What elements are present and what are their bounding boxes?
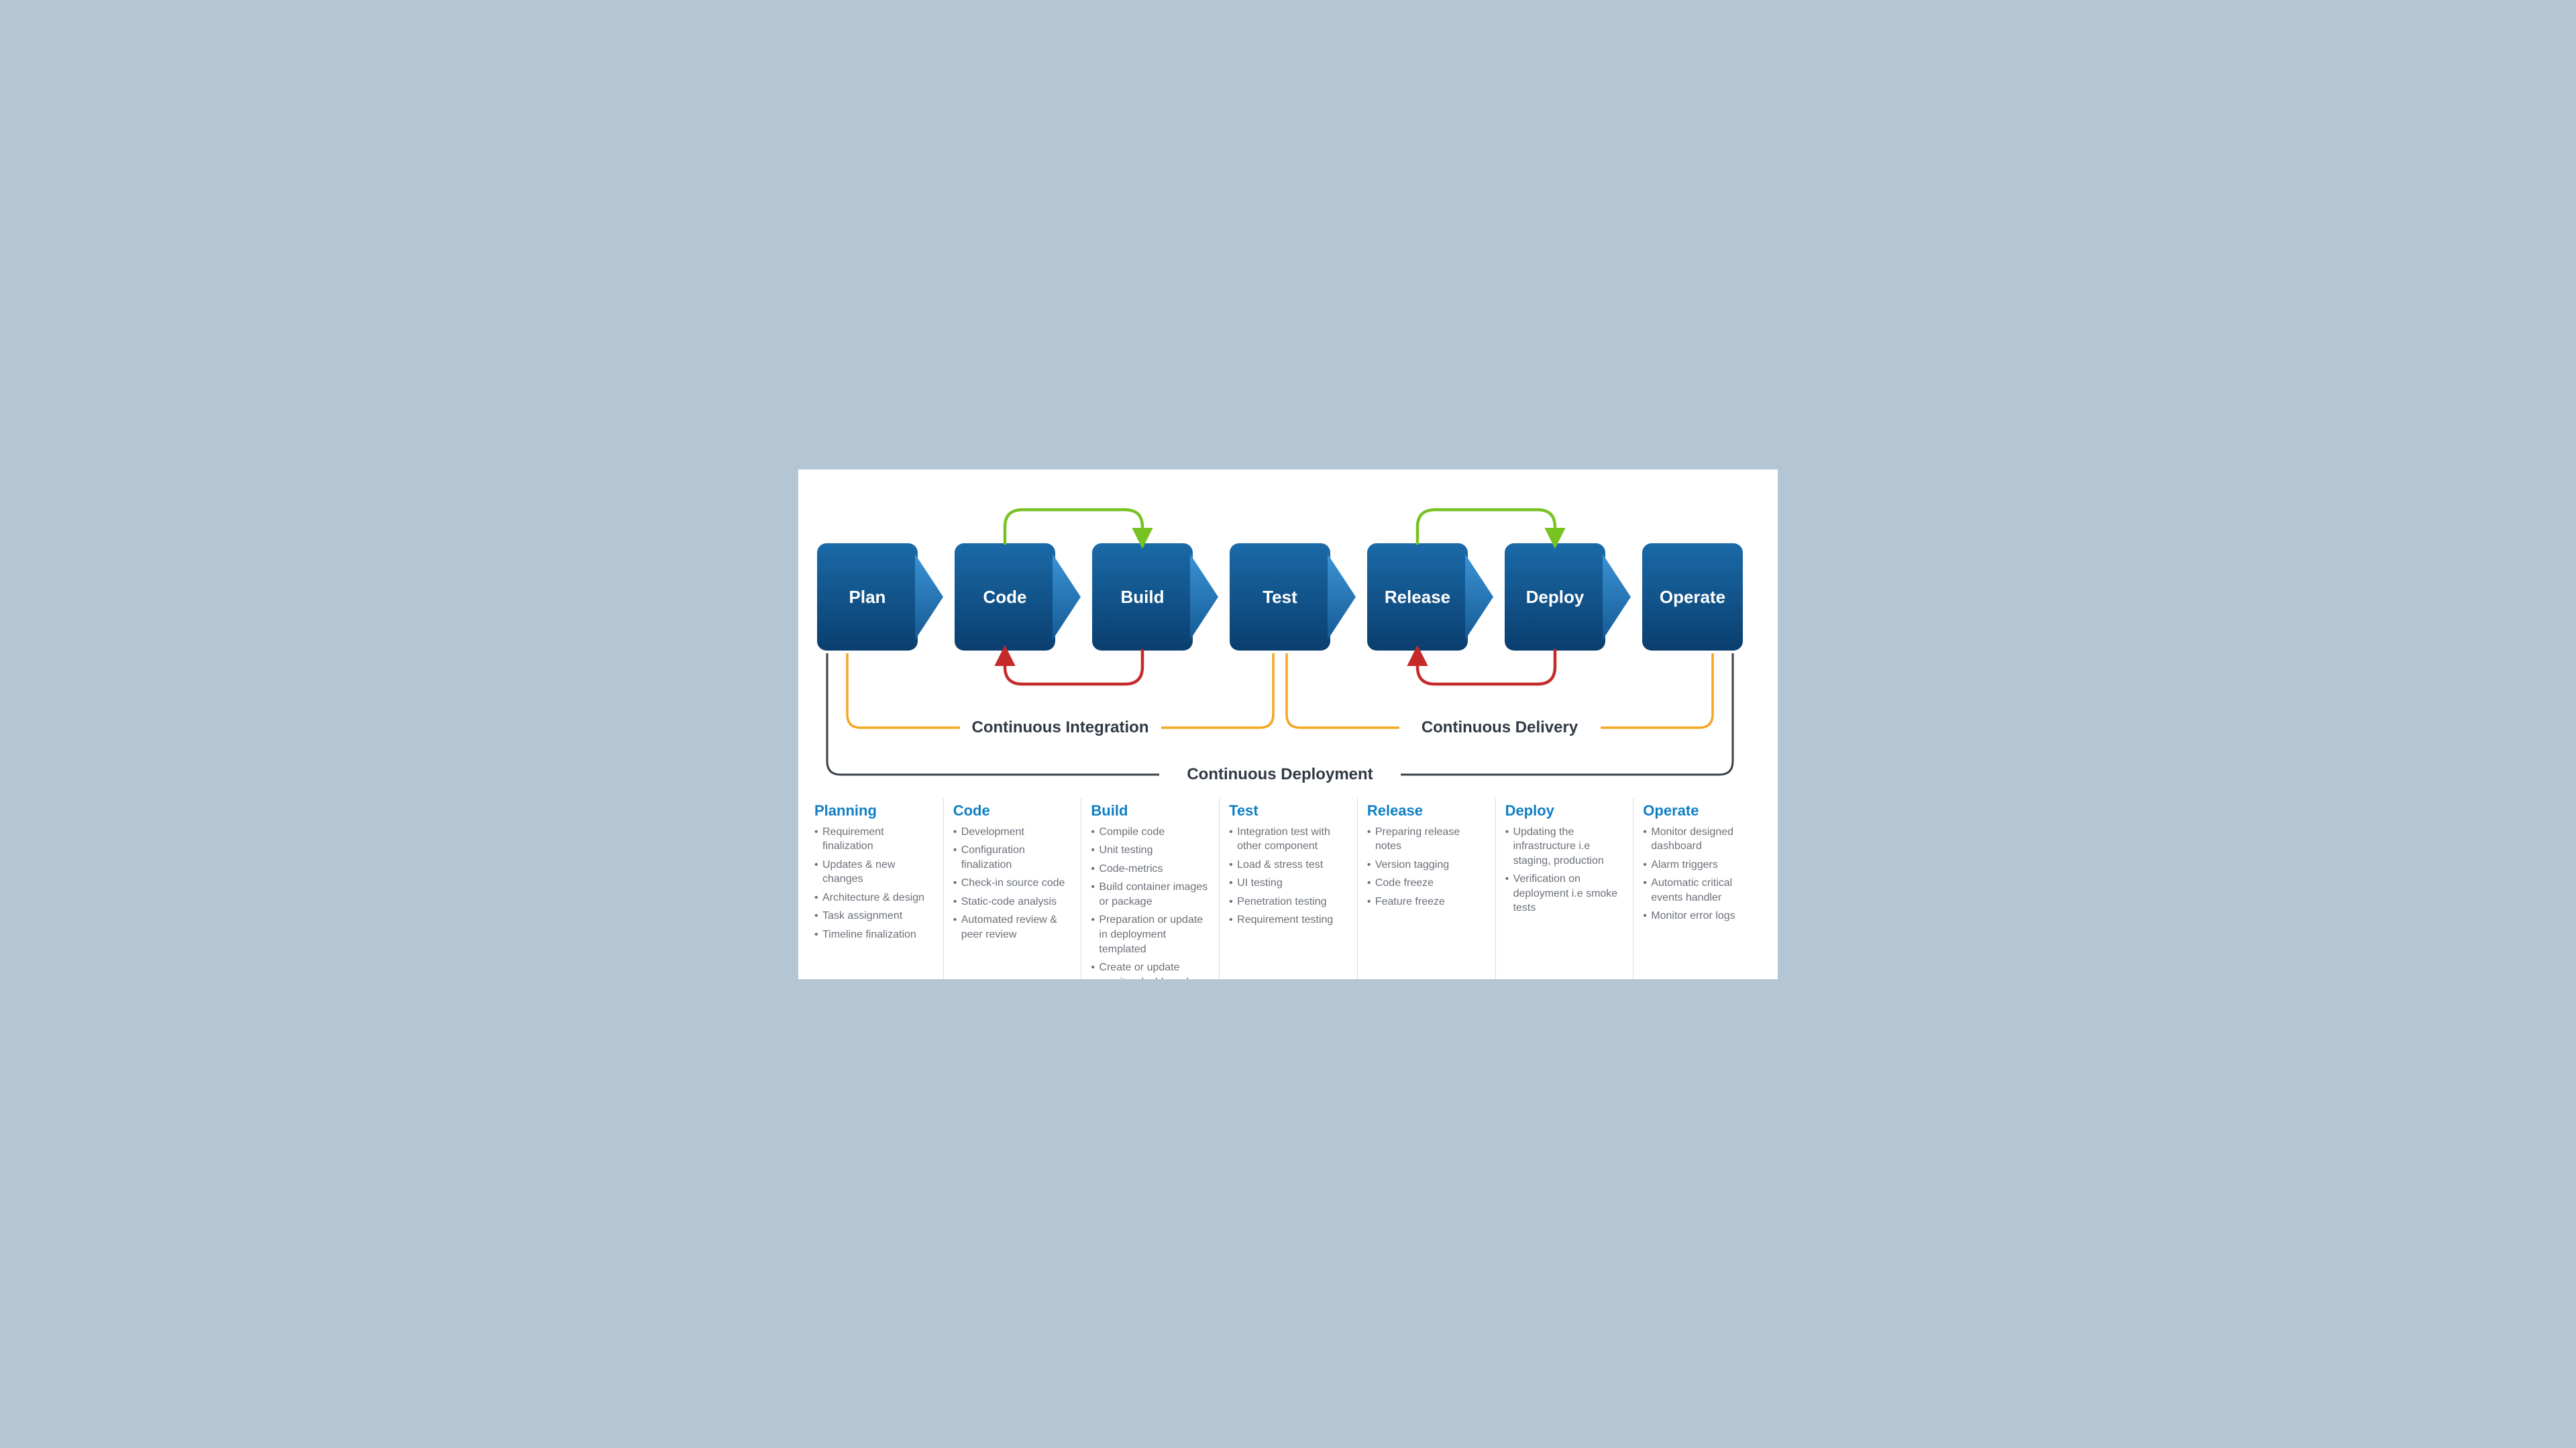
column-title: Planning: [814, 802, 934, 820]
list-item: Requirement finalization: [814, 825, 934, 854]
column-release: Release Preparing release notes Version ta…: [1357, 798, 1495, 979]
list-item: Check-in source code: [953, 876, 1072, 891]
stage-box-plan: [817, 543, 918, 651]
bracket-continuous-integration: [847, 653, 1273, 728]
list-item: Static-code analysis: [953, 895, 1072, 909]
list-item: Load & stress test: [1229, 858, 1348, 873]
stage-label-build: Build: [1121, 587, 1165, 607]
column-code: Code Development Configuration finalizatio…: [943, 798, 1081, 979]
detail-columns: Planning Requirement finalization Updates …: [805, 798, 1771, 979]
stage-label-deploy: Deploy: [1526, 587, 1585, 607]
column-title: Operate: [1643, 802, 1762, 820]
feedback-red-build-code: [1005, 649, 1142, 684]
list-item: Version tagging: [1367, 858, 1486, 873]
list-item: Unit testing: [1091, 843, 1210, 858]
column-deploy: Deploy Updating the infrastructure i.e st…: [1495, 798, 1633, 979]
chevron-code-to-build: [1053, 554, 1081, 640]
column-list: Compile code Unit testing Code-metrics Buil…: [1091, 825, 1210, 979]
column-title: Release: [1367, 802, 1486, 820]
chevron-build-to-test: [1190, 554, 1218, 640]
list-item: Configuration finalization: [953, 843, 1072, 872]
list-item: Preparing release notes: [1367, 825, 1486, 854]
stage-box-build: [1092, 543, 1193, 651]
stage-box-code: [955, 543, 1055, 651]
bracket-label-0: Continuous Integration: [960, 718, 1161, 737]
list-item: Requirement testing: [1229, 913, 1348, 928]
column-title: Test: [1229, 802, 1348, 820]
chevron-test-to-release: [1328, 554, 1356, 640]
column-title: Deploy: [1505, 802, 1624, 820]
feedback-green-release-deploy: [1417, 510, 1555, 545]
list-item: Timeline finalization: [814, 928, 934, 942]
column-list: Development Configuration finalization Che…: [953, 825, 1072, 942]
list-item: Verification on deployment i.e smoke tes…: [1505, 872, 1624, 915]
column-list: Preparing release notes Version tagging Co…: [1367, 825, 1486, 909]
column-test: Test Integration test with other componen…: [1219, 798, 1357, 979]
bracket-continuous-delivery: [1287, 653, 1713, 728]
chevron-release-to-deploy: [1465, 554, 1493, 640]
stage-box-operate: [1642, 543, 1743, 651]
stage-box-release: [1367, 543, 1468, 651]
stage-box-deploy: [1505, 543, 1605, 651]
bracket-continuous-deployment: [827, 653, 1733, 775]
column-list: Monitor designed dashboard Alarm triggers…: [1643, 825, 1762, 924]
list-item: Integration test with other component: [1229, 825, 1348, 854]
list-item: Preparation or update in deployment temp…: [1091, 913, 1210, 956]
list-item: Automatic critical events handler: [1643, 876, 1762, 905]
column-operate: Operate Monitor designed dashboard Alarm t…: [1633, 798, 1771, 979]
list-item: Build container images or package: [1091, 880, 1210, 909]
stage-label-plan: Plan: [849, 587, 886, 607]
diagram-canvas: Plan Code Build Test Release Deploy Operate Co…: [798, 469, 1778, 979]
bracket-label-1: Continuous Delivery: [1399, 718, 1601, 737]
stage-box-test: [1230, 543, 1330, 651]
list-item: Automated review & peer review: [953, 913, 1072, 942]
chevron-plan-to-code: [915, 554, 943, 640]
list-item: Architecture & design: [814, 891, 934, 905]
list-item: Compile code: [1091, 825, 1210, 840]
list-item: Updating the infrastructure i.e staging,…: [1505, 825, 1624, 869]
stage-label-code: Code: [983, 587, 1027, 607]
chevron-deploy-to-operate: [1603, 554, 1631, 640]
list-item: Monitor error logs: [1643, 909, 1762, 924]
feedback-red-deploy-release: [1417, 649, 1555, 684]
stage-label-operate: Operate: [1660, 587, 1725, 607]
column-list: Updating the infrastructure i.e staging,…: [1505, 825, 1624, 916]
bracket-label-2: Continuous Deployment: [1159, 765, 1401, 784]
list-item: Create or update monitor dashboards: [1091, 960, 1210, 979]
list-item: Task assignment: [814, 909, 934, 924]
column-title: Build: [1091, 802, 1210, 820]
column-planning: Planning Requirement finalization Updates …: [805, 798, 943, 979]
list-item: Code-metrics: [1091, 862, 1210, 877]
column-build: Build Compile code Unit testing Code-metric…: [1081, 798, 1219, 979]
column-list: Integration test with other component Loa…: [1229, 825, 1348, 928]
list-item: Code freeze: [1367, 876, 1486, 891]
list-item: Development: [953, 825, 1072, 840]
stage-label-release: Release: [1385, 587, 1450, 607]
list-item: Updates & new changes: [814, 858, 934, 887]
list-item: Alarm triggers: [1643, 858, 1762, 873]
column-title: Code: [953, 802, 1072, 820]
column-list: Requirement finalization Updates & new ch…: [814, 825, 934, 942]
list-item: Monitor designed dashboard: [1643, 825, 1762, 854]
list-item: Feature freeze: [1367, 895, 1486, 909]
list-item: Penetration testing: [1229, 895, 1348, 909]
stage-label-test: Test: [1263, 587, 1297, 607]
list-item: UI testing: [1229, 876, 1348, 891]
feedback-green-code-build: [1005, 510, 1142, 545]
